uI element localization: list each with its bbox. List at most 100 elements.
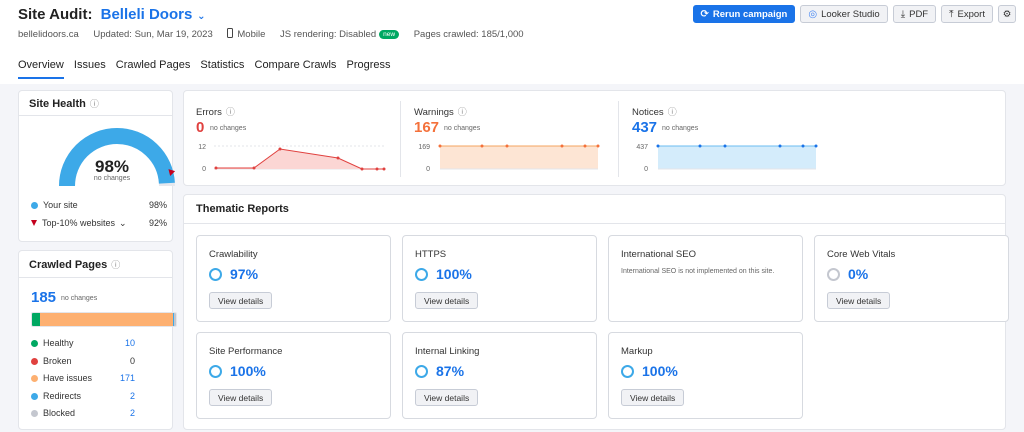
info-icon[interactable]: ⓘ bbox=[667, 107, 677, 117]
info-icon[interactable]: ⓘ bbox=[111, 260, 121, 270]
site-health-card: Site Health ⓘ 98% no changes Your site 98%… bbox=[18, 90, 176, 242]
page-title: Site Audit: Belleli Doors ⌄ bbox=[18, 6, 206, 23]
tab-compare-crawls[interactable]: Compare Crawls bbox=[254, 59, 337, 71]
top-10-marker bbox=[168, 169, 176, 176]
info-icon[interactable]: ⓘ bbox=[225, 107, 235, 117]
js-rendering-label: JS rendering: Disabled new bbox=[280, 29, 400, 40]
thematic-tile-international-seo: International SEO International SEO is no… bbox=[608, 235, 803, 322]
bar-segment-redirects bbox=[172, 313, 175, 326]
view-details-button[interactable]: View details bbox=[415, 292, 479, 309]
site-health-gauge bbox=[59, 128, 176, 187]
errors-metric: Errors ⓘ 0 no changes 12 0 bbox=[184, 91, 399, 187]
view-details-button[interactable]: View details bbox=[415, 389, 479, 406]
tab-crawled-pages[interactable]: Crawled Pages bbox=[115, 59, 191, 71]
gear-icon: ⚙ bbox=[1002, 8, 1012, 20]
score-ring-icon bbox=[415, 267, 428, 281]
tile-title: HTTPS bbox=[415, 249, 447, 260]
pdf-button[interactable]: ⤓ PDF bbox=[892, 5, 937, 23]
warnings-trend-chart: 169 0 bbox=[418, 144, 600, 173]
view-details-button[interactable]: View details bbox=[209, 292, 273, 309]
warnings-count[interactable]: 167 bbox=[414, 119, 440, 136]
errors-ymax: 12 bbox=[198, 144, 206, 151]
tile-score[interactable]: 0% bbox=[827, 266, 868, 282]
errors-count[interactable]: 0 bbox=[196, 119, 205, 136]
tab-progress[interactable]: Progress bbox=[346, 59, 391, 71]
settings-button[interactable]: ⚙ bbox=[998, 5, 1016, 23]
status-dot-icon bbox=[31, 392, 38, 400]
your-site-legend: Your site 98% bbox=[31, 200, 167, 210]
score-ring-icon bbox=[415, 364, 428, 378]
mobile-icon bbox=[227, 28, 234, 38]
export-button[interactable]: ⤒ Export bbox=[941, 5, 993, 23]
looker-studio-icon: ◎ bbox=[808, 8, 818, 20]
info-icon[interactable]: ⓘ bbox=[89, 99, 99, 109]
warnings-metric: Warnings ⓘ 167 no changes 169 0 bbox=[402, 91, 617, 187]
your-site-dot-icon bbox=[31, 202, 38, 209]
crawled-row-healthy[interactable]: Healthy 10 bbox=[31, 338, 135, 348]
top-10-triangle-icon bbox=[31, 220, 37, 226]
tab-overview[interactable]: Overview bbox=[18, 59, 64, 79]
crawled-change: no changes bbox=[61, 295, 98, 302]
updated-label: Updated: Sun, Mar 19, 2023 bbox=[93, 29, 213, 40]
download-icon: ⤓ bbox=[900, 8, 906, 20]
site-health-title: Site Health ⓘ bbox=[29, 98, 99, 110]
thematic-reports-title: Thematic Reports bbox=[196, 203, 289, 215]
tile-score[interactable]: 100% bbox=[209, 363, 266, 379]
warnings-ymin: 0 bbox=[426, 166, 430, 173]
audit-meta: bellelidoors.ca Updated: Sun, Mar 19, 20… bbox=[18, 28, 536, 40]
tile-score[interactable]: 87% bbox=[415, 363, 464, 379]
looker-studio-button[interactable]: ◎ Looker Studio bbox=[800, 5, 888, 23]
notices-count[interactable]: 437 bbox=[632, 119, 658, 136]
rerun-campaign-button[interactable]: ⟳ Rerun campaign bbox=[692, 5, 796, 23]
tile-score[interactable]: 100% bbox=[621, 363, 678, 379]
info-icon[interactable]: ⓘ bbox=[457, 107, 467, 117]
score-ring-icon bbox=[209, 364, 222, 378]
crawled-pages-card: Crawled Pages ⓘ 185 no changes Healthy 10 B… bbox=[18, 250, 177, 430]
project-selector[interactable]: Belleli Doors ⌄ bbox=[100, 6, 206, 23]
thematic-reports-card: Thematic Reports Crawlability 97% View det… bbox=[183, 194, 1009, 430]
refresh-icon: ⟳ bbox=[700, 8, 709, 20]
chevron-down-icon: ⌄ bbox=[194, 11, 206, 22]
upload-icon: ⤒ bbox=[949, 8, 954, 20]
crawled-row-broken[interactable]: Broken 0 bbox=[31, 356, 135, 366]
errors-ymin: 0 bbox=[202, 166, 206, 173]
warnings-ymax: 169 bbox=[418, 144, 430, 151]
crawled-row-have-issues[interactable]: Have issues 171 bbox=[31, 373, 135, 383]
issues-summary-card: Errors ⓘ 0 no changes 12 0 Warnings ⓘ 167 … bbox=[183, 90, 1006, 186]
crawled-row-blocked[interactable]: Blocked 2 bbox=[31, 408, 135, 418]
view-details-button[interactable]: View details bbox=[621, 389, 685, 406]
site-health-percent: 98% bbox=[94, 157, 130, 176]
crawled-total[interactable]: 185 bbox=[31, 289, 57, 306]
header-actions: ⟳ Rerun campaign ◎ Looker Studio ⤓ PDF ⤒ Exp… bbox=[692, 5, 1016, 23]
score-ring-icon bbox=[621, 364, 634, 378]
notices-trend-chart: 437 0 bbox=[636, 144, 818, 173]
tile-title: Internal Linking bbox=[415, 346, 480, 357]
score-ring-icon bbox=[209, 267, 222, 281]
bar-segment-blocked bbox=[174, 313, 176, 326]
thematic-tile-internal-linking: Internal Linking 87% View details bbox=[402, 332, 597, 419]
view-details-button[interactable]: View details bbox=[827, 292, 891, 309]
crawled-pages-bar bbox=[31, 312, 177, 327]
top-10-legend[interactable]: Top-10% websites ⌄ 92% bbox=[31, 218, 167, 229]
thematic-tile-core-web-vitals: Core Web Vitals 0% View details bbox=[814, 235, 1009, 322]
tab-statistics[interactable]: Statistics bbox=[200, 59, 245, 71]
device-label: Mobile bbox=[227, 28, 265, 40]
new-badge: new bbox=[379, 30, 400, 39]
tab-issues[interactable]: Issues bbox=[73, 59, 106, 71]
view-details-button[interactable]: View details bbox=[209, 389, 273, 406]
domain-label: bellelidoors.ca bbox=[18, 29, 79, 40]
site-health-change: no changes bbox=[93, 175, 131, 182]
tile-title: Core Web Vitals bbox=[827, 249, 896, 260]
notices-ymax: 437 bbox=[636, 144, 648, 151]
tab-bar: Overview Issues Crawled Pages Statistics… bbox=[18, 59, 398, 79]
status-dot-icon bbox=[31, 375, 38, 382]
crawled-row-redirects[interactable]: Redirects 2 bbox=[31, 391, 135, 401]
notices-metric: Notices ⓘ 437 no changes 437 0 bbox=[620, 91, 835, 187]
tile-score[interactable]: 100% bbox=[415, 266, 472, 282]
tile-title: Markup bbox=[621, 346, 653, 357]
tile-score[interactable]: 97% bbox=[209, 266, 258, 282]
status-dot-icon bbox=[31, 357, 38, 365]
thematic-tile-https: HTTPS 100% View details bbox=[402, 235, 597, 322]
score-ring-icon bbox=[827, 267, 840, 281]
status-dot-icon bbox=[31, 340, 38, 347]
